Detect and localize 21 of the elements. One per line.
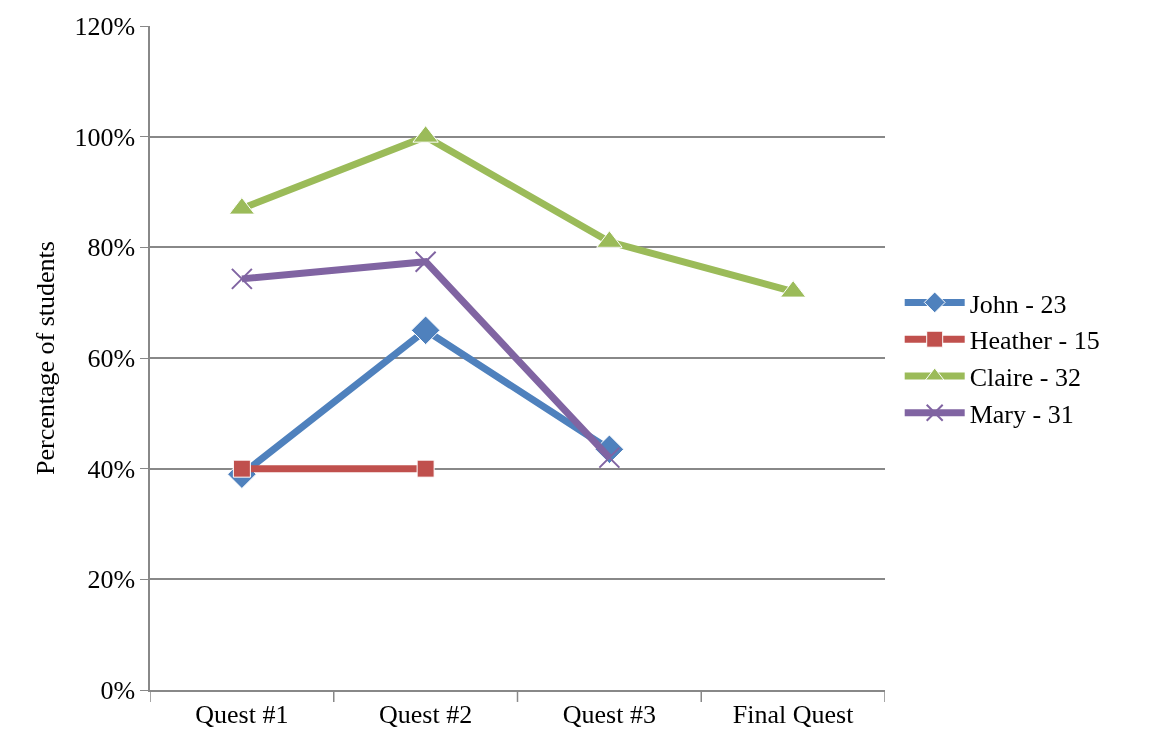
legend-label: Heather - 15: [969, 326, 1100, 356]
x-tick-label: Quest #3: [562, 699, 656, 729]
point: [416, 459, 435, 478]
legend-label: John - 23: [969, 289, 1067, 319]
y-tick-label: 0%: [100, 676, 136, 706]
legend-label: Claire - 32: [969, 363, 1081, 393]
y-tick-label: 20%: [87, 565, 136, 595]
y-tick-label: 120%: [74, 12, 136, 42]
point: [230, 267, 253, 290]
point: [410, 315, 441, 346]
x-tick-label: Quest #1: [195, 699, 289, 729]
y-axis-title: Percentage of students: [31, 241, 61, 475]
x-tick-label: Final Quest: [732, 699, 855, 729]
point: [232, 459, 251, 478]
x-tick-label: Quest #2: [379, 699, 473, 729]
y-tick-label: 60%: [87, 344, 136, 374]
y-tick-label: 80%: [87, 233, 136, 263]
y-tick-label: 100%: [74, 122, 136, 152]
point: [414, 250, 437, 273]
y-tick-label: 40%: [87, 454, 136, 484]
legend-label: Mary - 31: [969, 399, 1074, 429]
